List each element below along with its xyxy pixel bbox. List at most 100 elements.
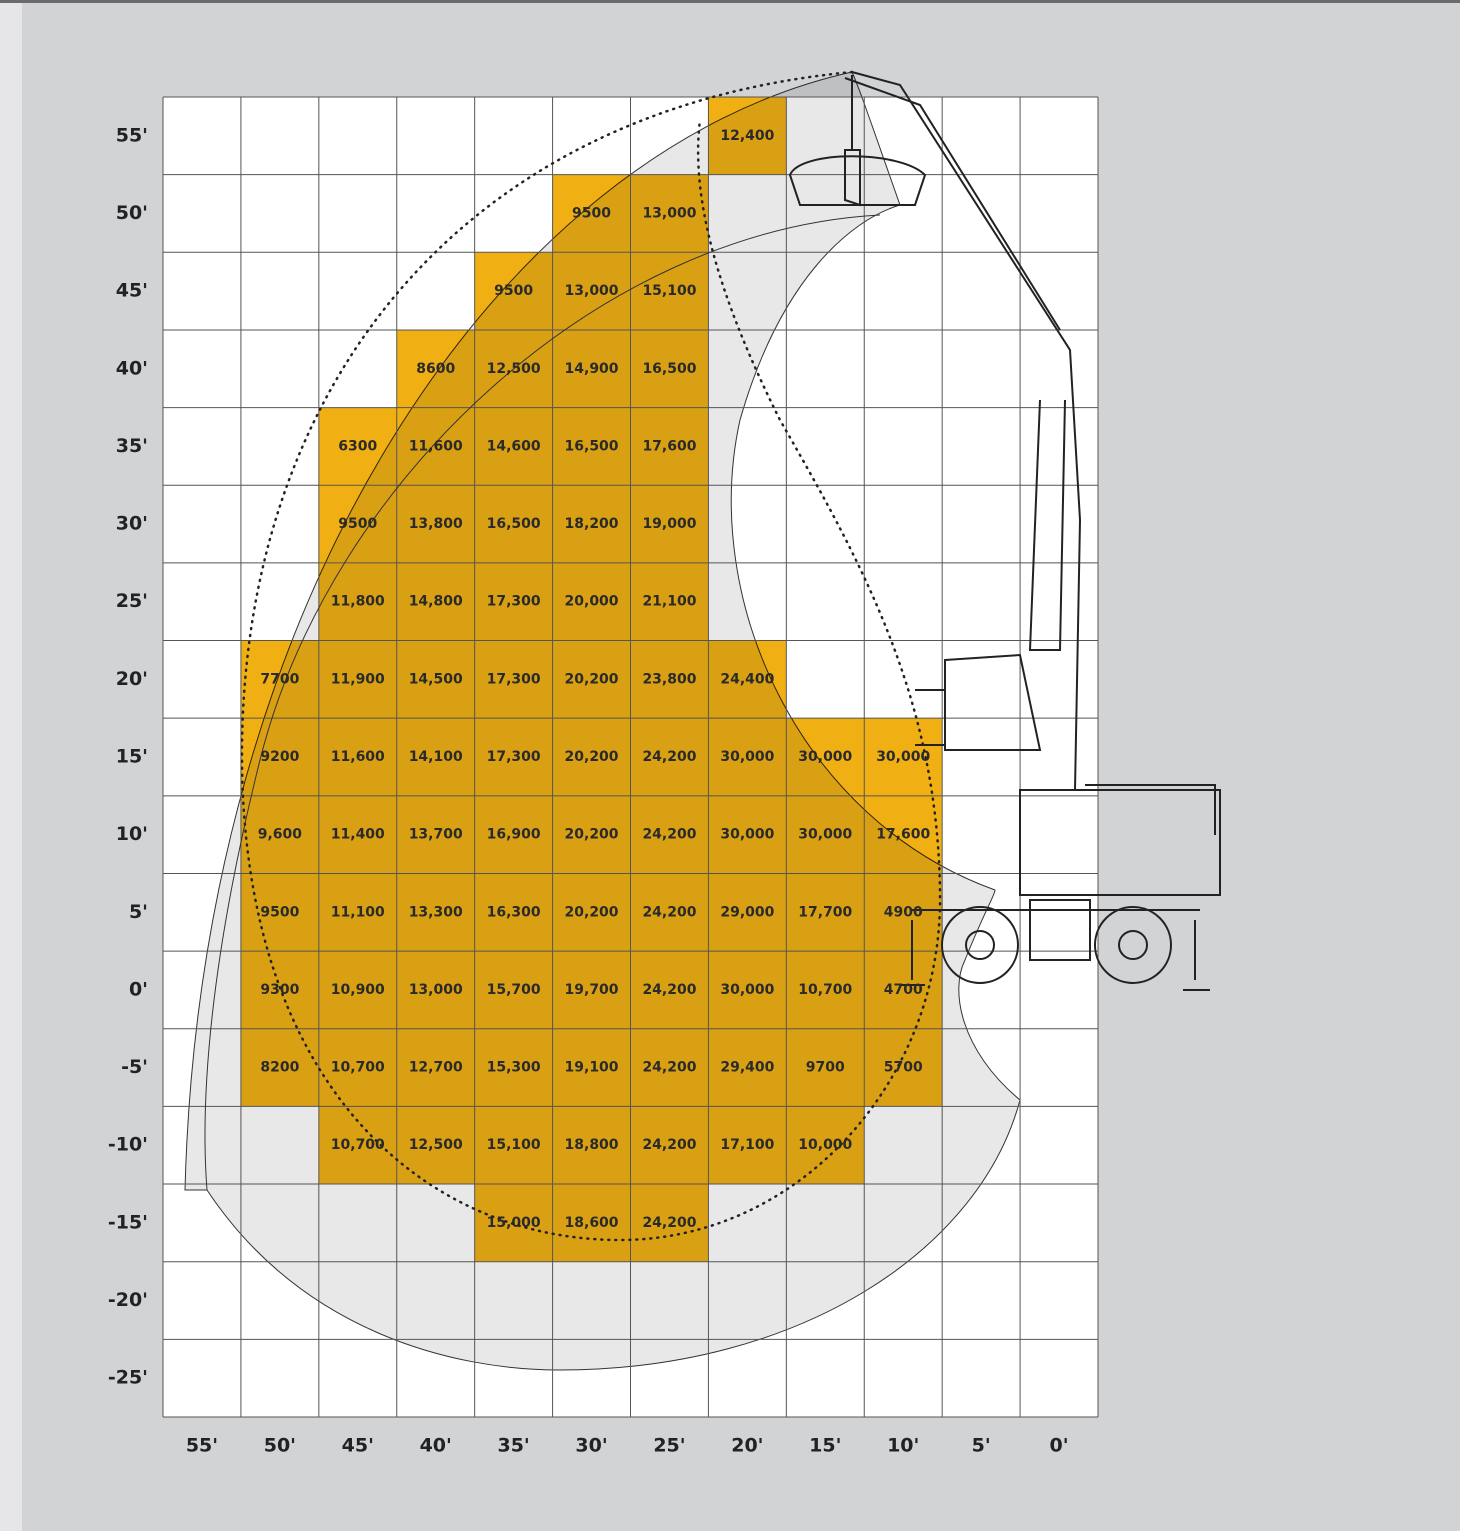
cell-value: 19,000 xyxy=(642,516,696,532)
column-label: 20' xyxy=(731,1435,763,1457)
cell-value: 14,500 xyxy=(409,671,463,687)
cell-value: 15,000 xyxy=(487,1215,541,1231)
cell-value: 5700 xyxy=(884,1060,923,1076)
cell-value: 14,800 xyxy=(409,594,463,610)
cell-value: 29,000 xyxy=(720,904,774,920)
cell-value: 6300 xyxy=(338,438,377,454)
cell-value: 10,700 xyxy=(331,1137,385,1153)
cell-value: 20,200 xyxy=(565,904,619,920)
cell-value: 24,200 xyxy=(642,1215,696,1231)
cell-value: 12,700 xyxy=(409,1060,463,1076)
cell-value: 11,100 xyxy=(331,904,385,920)
row-label: 10' xyxy=(116,823,148,845)
cell-value: 10,900 xyxy=(331,982,385,998)
cell-value: 17,700 xyxy=(798,904,852,920)
cell-value: 21,100 xyxy=(642,594,696,610)
cell-value: 16,500 xyxy=(565,438,619,454)
cell-value: 13,000 xyxy=(642,205,696,221)
cell-value: 24,200 xyxy=(642,904,696,920)
row-label: -20' xyxy=(108,1289,148,1311)
cell-value: 24,200 xyxy=(642,1137,696,1153)
row-label: 5' xyxy=(129,901,148,923)
inner-curve xyxy=(204,214,881,1191)
cell-value: 12,500 xyxy=(487,361,541,377)
cell-value: 24,200 xyxy=(642,827,696,843)
cell-value: 20,000 xyxy=(565,594,619,610)
grid-lines xyxy=(162,96,1099,1418)
row-label: 40' xyxy=(116,357,148,379)
cell-value: 17,300 xyxy=(487,671,541,687)
cell-value: 16,500 xyxy=(642,361,696,377)
cell-value: 12,500 xyxy=(409,1137,463,1153)
cell-value: 24,200 xyxy=(642,749,696,765)
cell-value: 8600 xyxy=(416,361,455,377)
cell-value: 13,000 xyxy=(409,982,463,998)
cell-value: 9500 xyxy=(494,283,533,299)
cell-value: 20,200 xyxy=(565,827,619,843)
cell-value: 17,300 xyxy=(487,749,541,765)
row-label: -25' xyxy=(108,1367,148,1389)
column-label: 10' xyxy=(887,1435,919,1457)
cell-value: 7700 xyxy=(260,671,299,687)
row-label: 20' xyxy=(116,668,148,690)
column-label: 0' xyxy=(1050,1435,1069,1457)
cell-value: 11,600 xyxy=(409,438,463,454)
column-label: 50' xyxy=(264,1435,296,1457)
cell-value: 8200 xyxy=(260,1060,299,1076)
cell-value: 10,700 xyxy=(798,982,852,998)
cell-value: 16,500 xyxy=(487,516,541,532)
cell-value: 17,600 xyxy=(642,438,696,454)
cell-value: 29,400 xyxy=(720,1060,774,1076)
cell-value: 11,900 xyxy=(331,671,385,687)
cell-value: 19,100 xyxy=(565,1060,619,1076)
dotted-radius xyxy=(240,70,942,1242)
cell-value: 14,100 xyxy=(409,749,463,765)
column-label: 45' xyxy=(342,1435,374,1457)
cell-value: 9500 xyxy=(260,904,299,920)
cell-value: 16,300 xyxy=(487,904,541,920)
cell-value: 13,700 xyxy=(409,827,463,843)
cell-value: 15,100 xyxy=(487,1137,541,1153)
cell-value: 18,200 xyxy=(565,516,619,532)
row-label: 55' xyxy=(116,124,148,146)
row-label: 50' xyxy=(116,202,148,224)
cell-value: 15,300 xyxy=(487,1060,541,1076)
top-border xyxy=(0,0,1460,3)
cell-value: 11,600 xyxy=(331,749,385,765)
cell-value: 9200 xyxy=(260,749,299,765)
column-label: 15' xyxy=(809,1435,841,1457)
row-label: 35' xyxy=(116,435,148,457)
machine xyxy=(788,71,1221,991)
column-label: 5' xyxy=(972,1435,991,1457)
row-label: 30' xyxy=(116,513,148,535)
column-label: 35' xyxy=(497,1435,529,1457)
cell-value: 9500 xyxy=(338,516,377,532)
cell-value: 9700 xyxy=(806,1060,845,1076)
cell-value: 19,700 xyxy=(565,982,619,998)
row-label: 15' xyxy=(116,746,148,768)
cell-value: 9500 xyxy=(572,205,611,221)
column-label: 30' xyxy=(575,1435,607,1457)
row-label: -10' xyxy=(108,1134,148,1156)
cell-value: 10,700 xyxy=(331,1060,385,1076)
cell-value: 17,600 xyxy=(876,827,930,843)
reach-envelope xyxy=(184,71,1021,1371)
cell-value: 30,000 xyxy=(798,749,852,765)
row-label: 45' xyxy=(116,280,148,302)
cell-value: 20,200 xyxy=(565,749,619,765)
cell-value: 30,000 xyxy=(720,749,774,765)
cell-value: 9300 xyxy=(260,982,299,998)
cell-value: 20,200 xyxy=(565,671,619,687)
cell-value: 18,600 xyxy=(565,1215,619,1231)
cell-value: 15,700 xyxy=(487,982,541,998)
cell-value: 13,000 xyxy=(565,283,619,299)
cell-value: 9,600 xyxy=(258,827,303,843)
cell-value: 30,000 xyxy=(876,749,930,765)
column-label: 55' xyxy=(186,1435,218,1457)
cell-value: 14,900 xyxy=(565,361,619,377)
row-label: -15' xyxy=(108,1211,148,1233)
cell-value: 10,000 xyxy=(798,1137,852,1153)
cell-value: 15,100 xyxy=(642,283,696,299)
